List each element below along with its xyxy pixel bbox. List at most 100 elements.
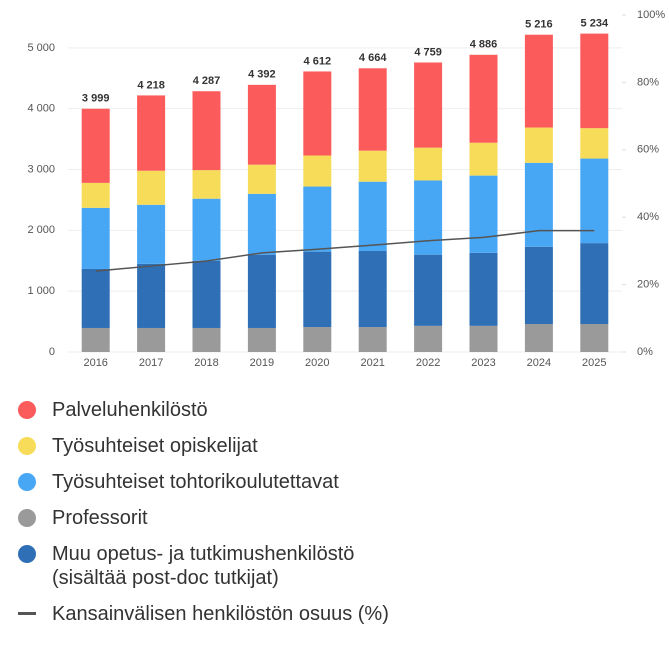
bar-segment xyxy=(137,204,166,264)
bar-segment xyxy=(524,127,553,163)
total-label: 5 234 xyxy=(581,18,609,30)
legend-swatch xyxy=(18,612,36,615)
bar-segment xyxy=(81,268,110,328)
y-tick-label: 0 xyxy=(49,346,55,358)
bar-segment xyxy=(580,158,609,244)
x-tick-label: 2019 xyxy=(250,357,274,369)
bar-segment xyxy=(81,207,110,269)
total-label: 4 218 xyxy=(137,79,165,91)
y-tick-label: 4 000 xyxy=(27,103,55,115)
x-tick-label: 2022 xyxy=(416,357,440,369)
line xyxy=(95,229,595,272)
total-label: 3 999 xyxy=(82,93,110,105)
x-tick-label: 2025 xyxy=(582,357,606,369)
total-label: 5 216 xyxy=(525,19,553,31)
legend-item: Palveluhenkilöstö xyxy=(18,398,389,422)
bar-segment xyxy=(137,95,166,171)
y2-tick-label: 100% xyxy=(637,9,665,21)
legend-swatch xyxy=(18,509,36,527)
bar-segment xyxy=(469,325,498,352)
bar-segment xyxy=(358,150,387,182)
y2-tick-label: 60% xyxy=(637,144,659,156)
bar-segment xyxy=(469,54,498,143)
bar-segment xyxy=(469,142,498,176)
y2-tick-label: 80% xyxy=(637,76,659,88)
bar-segment xyxy=(303,71,332,156)
bar-segment xyxy=(358,327,387,352)
chart: 0 1 000 2 000 3 000 4 000 5 000 0% 20% 40% 60% 80%… xyxy=(27,9,665,369)
bar-segment xyxy=(524,324,553,352)
bar-segment xyxy=(414,254,443,326)
legend-swatch xyxy=(18,545,36,563)
bar-segment xyxy=(247,327,276,352)
legend-item: Työsuhteiset tohtorikoulutettavat xyxy=(18,470,389,494)
total-label: 4 392 xyxy=(248,69,276,81)
bar-segment xyxy=(524,162,553,247)
bar-segment xyxy=(192,327,221,352)
bar-segment xyxy=(303,251,332,328)
bar-segment xyxy=(414,180,443,255)
x-tick-label: 2020 xyxy=(305,357,329,369)
legend-label: Muu opetus- ja tutkimushenkilöstö (sisäl… xyxy=(52,543,355,589)
legend-label: Työsuhteiset tohtorikoulutettavat xyxy=(52,471,339,493)
bar-segment xyxy=(414,147,443,181)
total-label: 4 287 xyxy=(193,75,221,87)
bar-segment xyxy=(469,175,498,253)
bar-segment xyxy=(247,84,276,165)
bar-segment xyxy=(303,155,332,187)
bar-segment xyxy=(580,243,609,325)
bar-segment xyxy=(358,251,387,328)
legend-label: Professorit xyxy=(52,507,148,529)
bar-segment xyxy=(192,170,221,199)
bar-segment xyxy=(414,62,443,148)
bar-segment xyxy=(192,260,221,328)
bar-segment xyxy=(580,324,609,352)
y2-tick-label: 20% xyxy=(637,279,659,291)
x-tick-label: 2024 xyxy=(527,357,551,369)
x-tick-label: 2018 xyxy=(194,357,218,369)
bar-segment xyxy=(81,327,110,352)
y2-tick-label: 40% xyxy=(637,211,659,223)
legend: Palveluhenkilöstö Työsuhteiset opiskelija… xyxy=(18,398,389,638)
legend-item: Työsuhteiset opiskelijat xyxy=(18,434,389,458)
bar-segment xyxy=(81,182,110,208)
legend-label: Työsuhteiset opiskelijat xyxy=(52,435,258,457)
bar-segment xyxy=(580,33,609,129)
bar-segment xyxy=(358,68,387,151)
x-tick-label: 2021 xyxy=(360,357,384,369)
bar-segment xyxy=(524,34,553,128)
y2-tick-label: 0% xyxy=(637,346,653,358)
legend-label: Kansainvälisen henkilöstön osuus (%) xyxy=(52,603,389,625)
bar-segment xyxy=(414,325,443,352)
legend-item: Professorit xyxy=(18,506,389,530)
y-tick-label: 2 000 xyxy=(27,224,55,236)
bar-segment xyxy=(469,252,498,326)
bar-segment xyxy=(137,327,166,352)
total-label: 4 759 xyxy=(414,46,442,58)
legend-item: Kansainvälisen henkilöstön osuus (%) xyxy=(18,602,389,626)
legend-swatch xyxy=(18,473,36,491)
bar-segment xyxy=(303,327,332,352)
x-tick-label: 2017 xyxy=(139,357,163,369)
legend-item: Muu opetus- ja tutkimushenkilöstö (sisäl… xyxy=(18,542,389,590)
bar-segment xyxy=(247,254,276,328)
bar-segment xyxy=(303,186,332,252)
y-tick-label: 1 000 xyxy=(27,285,55,297)
bar-segment xyxy=(192,198,221,261)
total-label: 4 612 xyxy=(304,55,332,67)
legend-swatch xyxy=(18,401,36,419)
legend-swatch xyxy=(18,437,36,455)
y-tick-label: 3 000 xyxy=(27,163,55,175)
bar-segment xyxy=(524,246,553,325)
bar-segment xyxy=(580,128,609,159)
bar-segment xyxy=(247,193,276,255)
x-tick-label: 2016 xyxy=(83,357,107,369)
total-label: 4 886 xyxy=(470,39,498,51)
total-label: 4 664 xyxy=(359,52,387,64)
y-tick-label: 5 000 xyxy=(27,42,55,54)
bar-segment xyxy=(247,164,276,194)
legend-label: Palveluhenkilöstö xyxy=(52,399,208,421)
bar-segment xyxy=(137,170,166,205)
x-tick-label: 2023 xyxy=(471,357,495,369)
